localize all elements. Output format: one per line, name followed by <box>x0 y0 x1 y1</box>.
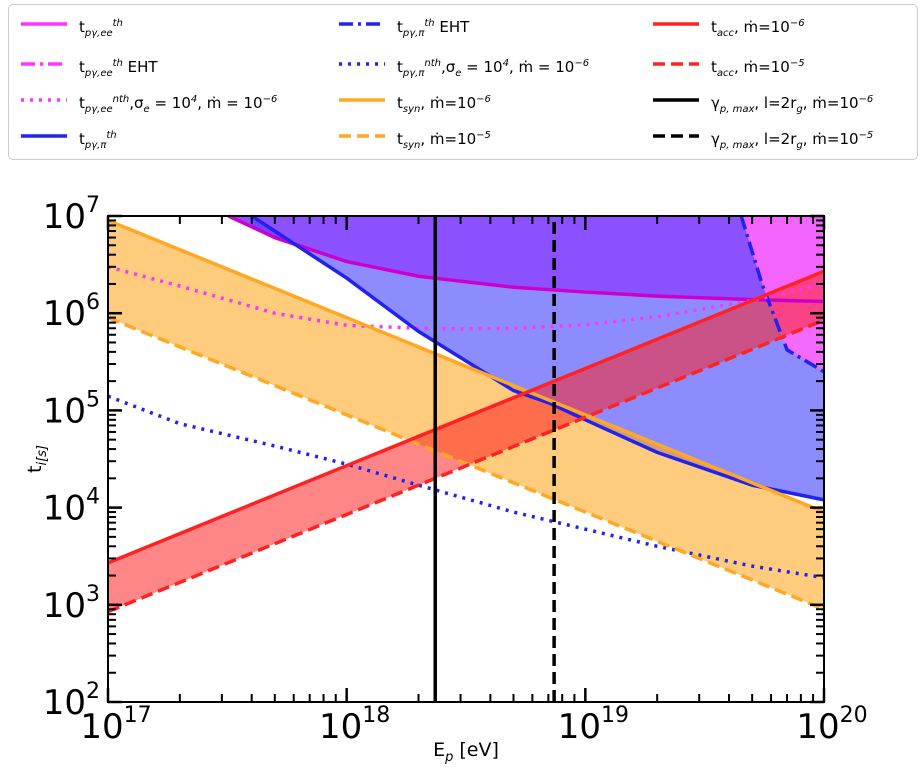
y-tick-label-4: 106 <box>43 290 100 334</box>
fill-region-1 <box>228 216 824 302</box>
plot-frame <box>107 215 825 703</box>
fill-region-4 <box>108 271 824 612</box>
legend-label-10: γp, max, l=2rg, ṁ=10−6 <box>711 94 874 115</box>
y-tick-label-0: 102 <box>43 679 100 723</box>
axis-labels: 1017 1018 1019 1020 102 103 104 105 106 107 Ep [eV… <box>24 193 868 765</box>
legend-swatch-3 <box>21 134 67 138</box>
legend-swatch-11 <box>653 134 699 138</box>
legend-swatch-7 <box>339 134 385 138</box>
series-line-5 <box>107 218 825 514</box>
legend-label-4: tpγ,πth EHT <box>397 18 470 39</box>
legend-label-6: tsyn, ṁ=10−6 <box>397 94 491 115</box>
legend-label-9: tacc, ṁ=10−5 <box>711 58 805 79</box>
axis-ticks <box>106 214 826 704</box>
y-axis-label: ti[s] <box>24 445 50 473</box>
y-tick-label-5: 107 <box>43 193 100 237</box>
series-line-6 <box>107 316 825 611</box>
series-line-8 <box>107 318 825 614</box>
x-tick-label-1: 1018 <box>319 703 390 747</box>
legend-swatch-5 <box>339 62 385 66</box>
x-tick-label-2: 1019 <box>558 703 629 747</box>
series-line-3 <box>250 214 825 502</box>
legend-swatch-2 <box>21 98 67 102</box>
y-tick-label-3: 105 <box>43 387 100 431</box>
y-tick-label-1: 103 <box>43 582 100 626</box>
x-tick-label-3: 1020 <box>796 703 867 747</box>
legend-swatch-1 <box>21 62 67 66</box>
legend-label-7: tsyn, ṁ=10−5 <box>397 130 491 151</box>
legend-label-2: tpγ,eenth,σe = 104, ṁ = 10−6 <box>79 94 278 115</box>
legend-label-3: tpγ,πth <box>79 130 117 151</box>
legend-swatch-6 <box>339 98 385 102</box>
x-tick-label-0: 1017 <box>80 703 151 747</box>
fill-regions <box>108 216 824 612</box>
series-line-1 <box>739 215 825 374</box>
legend-swatch-10 <box>653 98 699 102</box>
fill-region-3 <box>108 220 824 610</box>
legend-swatch-4 <box>339 22 385 26</box>
plot-border <box>107 215 825 703</box>
x-axis-label: Ep [eV] <box>433 739 499 765</box>
legend-swatch-8 <box>653 22 699 26</box>
legend-label-11: γp, max, l=2rg, ṁ=10−5 <box>711 130 874 151</box>
legend-swatch-9 <box>653 62 699 66</box>
legend-label-5: tpγ,πnth,σe = 104, ṁ = 10−6 <box>397 58 590 79</box>
series-lines <box>107 214 825 702</box>
legend: tpγ,eeth tpγ,eeth EHT tpγ,eenth,σe = 104, … <box>8 4 918 160</box>
legend-label-8: tacc, ṁ=10−6 <box>711 18 805 39</box>
legend-swatch-0 <box>21 22 67 26</box>
fill-region-0 <box>251 216 824 500</box>
y-tick-label-2: 104 <box>43 485 100 529</box>
legend-label-0: tpγ,eeth <box>79 18 123 39</box>
series-line-7 <box>107 269 825 565</box>
legend-label-1: tpγ,eeth EHT <box>79 58 158 79</box>
